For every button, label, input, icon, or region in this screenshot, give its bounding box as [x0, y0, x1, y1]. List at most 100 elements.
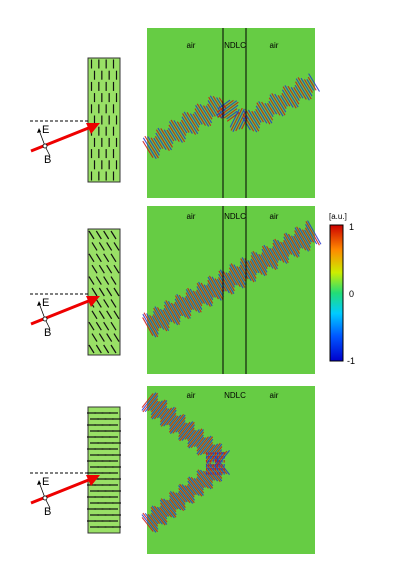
wave-stripe	[147, 136, 160, 156]
wave-stripe	[236, 266, 246, 282]
wave-stripe	[206, 443, 223, 463]
director-lines-vertical	[90, 59, 118, 181]
wave-stripe	[250, 258, 260, 274]
wave-stripe	[142, 317, 154, 336]
e-field-arrow	[38, 302, 46, 320]
wave-stripe	[144, 135, 159, 159]
wave-stripe	[151, 505, 168, 525]
wave-stripe	[238, 266, 247, 280]
wave-cell	[214, 464, 216, 467]
wave-stripe	[232, 108, 245, 133]
wave-stripe	[249, 260, 258, 274]
wave-stripe	[227, 272, 236, 286]
wave-cell	[221, 460, 223, 463]
wave-stripe	[142, 392, 159, 413]
wave-stripe	[147, 398, 159, 412]
wave-stripe	[274, 238, 289, 264]
wave-stripe	[150, 400, 159, 411]
wave-stripe	[187, 483, 197, 496]
wave-stripe	[167, 127, 177, 141]
wave-stripe	[281, 92, 291, 107]
wave-stripe	[179, 121, 188, 134]
wave-stripe	[178, 421, 191, 438]
wave-stripe	[174, 298, 187, 318]
colorbar-max: 1	[349, 222, 354, 232]
director-line	[103, 344, 110, 354]
wave-stripe	[193, 477, 204, 491]
wave-cell	[214, 456, 216, 459]
wave-stripe	[218, 270, 233, 295]
director-line	[91, 333, 98, 342]
wave-stripe	[208, 275, 224, 301]
wave-stripe	[196, 289, 206, 304]
wave-stripe	[284, 85, 299, 108]
wave-stripe	[150, 401, 161, 413]
wave-stripe	[217, 99, 231, 110]
wave-stripe	[160, 505, 170, 517]
director-line	[106, 287, 113, 297]
wave-stripe	[155, 132, 167, 150]
wave-stripe	[207, 283, 216, 298]
lc-cell-tilted	[87, 228, 121, 356]
region-label-air-left: air	[187, 212, 196, 221]
wave-stripe	[196, 436, 209, 452]
wave-stripe	[154, 136, 164, 149]
wave-cell	[221, 464, 223, 467]
wave-stripe	[187, 428, 203, 448]
wave-stripe	[216, 100, 238, 116]
e-label: E	[42, 297, 49, 309]
wave-stripe	[216, 97, 226, 112]
wave-stripe	[156, 405, 168, 419]
wave-stripe	[295, 81, 307, 100]
director-line	[91, 310, 98, 320]
wave-stripe	[193, 434, 204, 448]
wave-cell	[208, 456, 210, 459]
director-line	[88, 230, 95, 240]
wave-stripe	[241, 257, 257, 282]
wave-cell	[223, 456, 225, 459]
director-line	[110, 299, 117, 308]
director-line	[113, 242, 120, 251]
wave-stripe	[218, 273, 230, 294]
wave-stripe	[159, 506, 168, 518]
wave-cell	[217, 468, 219, 471]
wave-cell	[210, 456, 212, 459]
wave-cell	[210, 460, 212, 463]
director-line	[95, 253, 102, 263]
wave-cell	[217, 464, 219, 467]
director-line	[110, 230, 117, 240]
director-line	[106, 264, 113, 274]
wave-cell	[219, 456, 221, 459]
wave-stripe	[173, 120, 186, 140]
wave-stripe	[170, 119, 186, 143]
wave-stripe	[178, 490, 188, 503]
wave-stripe	[267, 103, 275, 115]
wave-stripe	[184, 427, 195, 440]
wave-stripe	[207, 103, 216, 117]
wave-stripe	[196, 282, 211, 307]
field-map-top: air NDLC air	[142, 28, 320, 198]
director-line	[110, 276, 117, 285]
wave-stripe	[251, 252, 266, 277]
e-field-arrow	[38, 129, 46, 147]
wave-stripe	[186, 485, 196, 496]
field-map-bottom: air NDLC air	[141, 386, 315, 554]
wave-stripe	[287, 85, 300, 105]
wave-stripe	[261, 101, 274, 121]
wave-stripe	[271, 248, 280, 261]
wave-stripe	[154, 306, 170, 332]
wave-stripe	[214, 450, 228, 467]
wave-stripe	[160, 498, 177, 518]
wave-stripe	[165, 300, 180, 325]
wave-stripe	[152, 314, 162, 329]
wave-stripe	[264, 102, 274, 118]
b-label: B	[44, 327, 51, 339]
wave-stripe	[196, 473, 209, 489]
wave-stripe	[263, 244, 278, 270]
wave-cell	[214, 460, 216, 463]
wave-cell	[210, 468, 212, 471]
incident-source: E B	[30, 293, 100, 339]
wave-stripe	[203, 284, 214, 301]
wave-stripe	[205, 469, 216, 481]
wave-stripe	[229, 267, 241, 288]
